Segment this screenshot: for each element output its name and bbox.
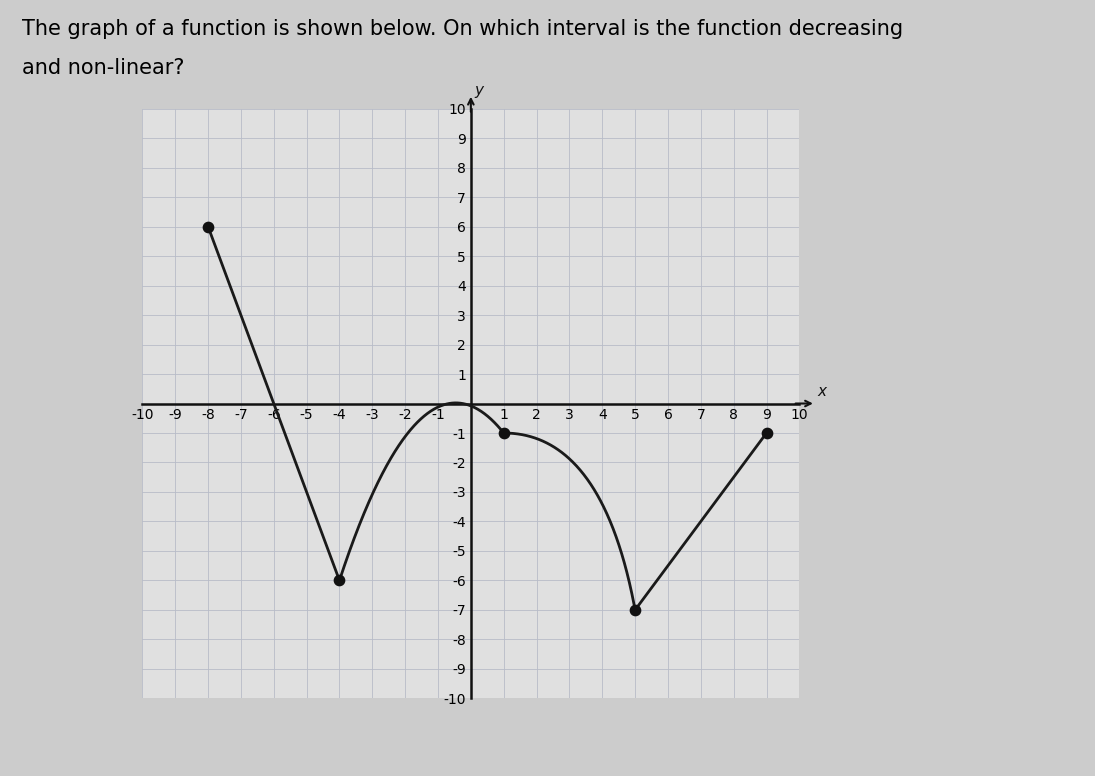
Point xyxy=(331,574,348,587)
Point xyxy=(626,604,644,616)
Text: x: x xyxy=(818,384,827,399)
Text: and non-linear?: and non-linear? xyxy=(22,58,184,78)
Text: The graph of a function is shown below. On which interval is the function decrea: The graph of a function is shown below. … xyxy=(22,19,903,40)
Point xyxy=(758,427,775,439)
Point xyxy=(495,427,512,439)
Point xyxy=(199,220,217,233)
Text: y: y xyxy=(474,84,484,99)
